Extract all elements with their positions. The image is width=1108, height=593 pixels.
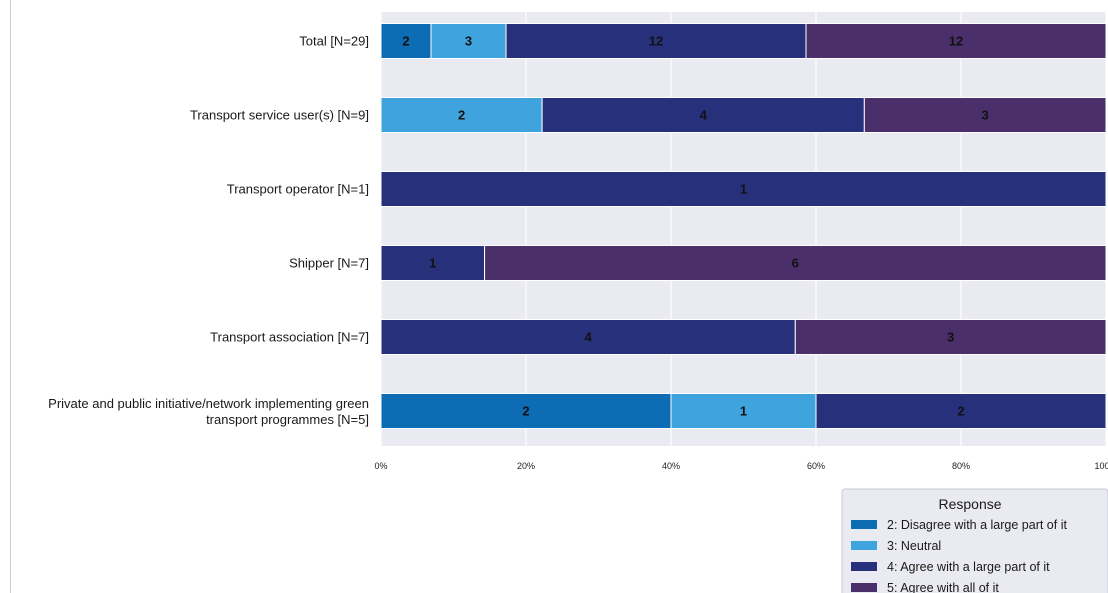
legend-swatch [851,520,877,529]
category-label: Total [N=29] [299,34,369,49]
bar-segment [541,97,865,133]
bar-segment [380,97,543,133]
segment-value-label: 4 [700,108,708,123]
category-label: Shipper [N=7] [289,256,369,271]
segment-value-label: 1 [740,182,747,197]
segment-value-label: 12 [949,34,963,49]
bar-segment [430,23,507,59]
segment-value-label: 4 [585,330,593,345]
plot-area [381,12,1106,446]
legend-entry-label: 2: Disagree with a large part of it [887,518,1067,532]
frame-border [10,0,11,593]
legend-entry-label: 5: Agree with all of it [887,581,999,593]
segment-value-label: 2 [458,108,465,123]
segment-value-label: 1 [429,256,436,271]
bar-segment [863,97,1107,133]
segment-value-label: 1 [740,404,747,419]
legend-entry-label: 4: Agree with a large part of it [887,560,1050,574]
segment-value-label: 2 [402,34,409,49]
legend-box [841,488,1108,593]
x-tick-label: 80% [952,461,970,471]
segment-value-label: 2 [522,404,529,419]
bar-segment [380,393,672,429]
x-tick-label: 0% [374,461,387,471]
legend-title: Response [938,496,1001,512]
segment-value-label: 3 [465,34,472,49]
bar-segment [484,245,1107,281]
legend-swatch [851,541,877,550]
segment-value-label: 12 [649,34,663,49]
segment-value-label: 2 [957,404,964,419]
legend-entry-label: 3: Neutral [887,539,941,553]
category-label: Private and public initiative/network im… [48,396,369,427]
category-label: Transport association [N=7] [210,330,369,345]
legend-swatch [851,583,877,592]
bar-segment [380,23,432,59]
segment-value-label: 3 [982,108,989,123]
bar-segment [805,23,1107,59]
bar-segment [505,23,807,59]
bar-segment [815,393,1107,429]
x-tick-label: 20% [517,461,535,471]
x-tick-label: 60% [807,461,825,471]
bar-segment [794,319,1107,355]
segment-value-label: 6 [792,256,799,271]
bar-segment [380,319,796,355]
legend-swatch [851,562,877,571]
bar-segment [380,171,1107,207]
x-tick-label: 100% [1094,461,1108,471]
category-label: Transport operator [N=1] [227,182,369,197]
bar-segment [670,393,817,429]
x-tick-label: 40% [662,461,680,471]
segment-value-label: 3 [947,330,954,345]
category-label: Transport service user(s) [N=9] [190,108,369,123]
bar-segment [380,245,486,281]
